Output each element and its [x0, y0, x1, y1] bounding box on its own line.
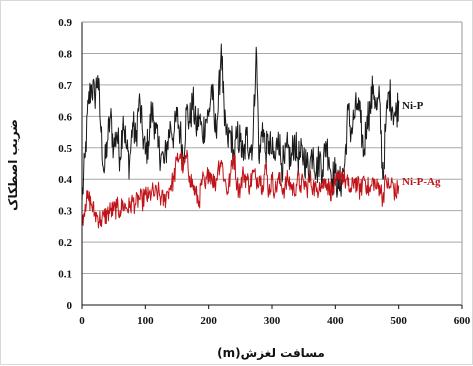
- y-tick-label: 0: [67, 300, 73, 312]
- y-tick-labels: 0 0.1 0.2 0.3 0.4 0.5 0.6 0.7 0.8 0.9: [58, 17, 72, 312]
- x-tick-label: 600: [454, 315, 471, 327]
- x-tick-labels: 0 100 200 300 400 500 600: [79, 305, 471, 327]
- x-tick-label: 400: [327, 315, 344, 327]
- x-tick-label: 200: [200, 315, 217, 327]
- y-tick-label: 0.3: [58, 206, 72, 218]
- y-tick-label: 0.7: [58, 80, 72, 92]
- y-tick-label: 0.9: [58, 17, 72, 29]
- x-tick-label: 300: [264, 315, 281, 327]
- axes: [82, 22, 462, 305]
- series-line-ni-p: [82, 44, 399, 201]
- inline-legend: Ni-P Ni-P-Ag: [402, 100, 441, 188]
- grid-lines: [82, 53, 462, 273]
- y-tick-label: 0.1: [58, 269, 72, 281]
- series-layer: [82, 44, 399, 228]
- y-tick-label: 0.5: [58, 143, 72, 155]
- y-tick-label: 0.8: [58, 48, 72, 60]
- x-axis-title: مسافت لغزش(m): [217, 346, 325, 360]
- y-tick-label: 0.6: [58, 111, 72, 123]
- legend-label-ni-p: Ni-P: [402, 100, 424, 112]
- y-axis-title: ضریب اصطکاک: [6, 119, 20, 211]
- y-tick-label: 0.4: [58, 174, 72, 186]
- y-tick-label: 0.2: [58, 237, 72, 249]
- x-tick-label: 100: [137, 315, 154, 327]
- legend-label-ni-p-ag: Ni-P-Ag: [402, 176, 441, 188]
- x-tick-label: 500: [390, 315, 407, 327]
- x-tick-label: 0: [79, 315, 85, 327]
